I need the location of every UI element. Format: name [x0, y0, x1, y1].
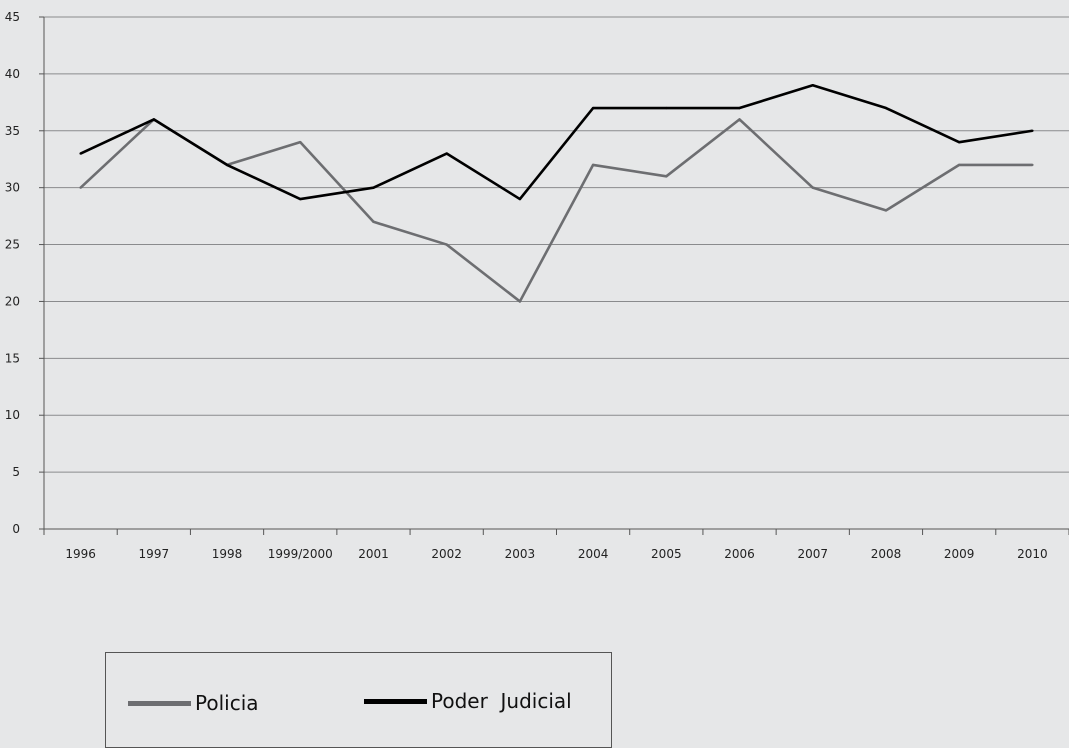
data-point-policia — [372, 220, 375, 223]
x-tick-label: 1999/2000 — [268, 547, 333, 561]
data-point-poder-judicial — [1031, 129, 1034, 132]
data-point-policia — [665, 175, 668, 178]
y-tick-label: 40 — [5, 67, 20, 81]
data-point-poder-judicial — [299, 197, 302, 201]
data-point-policia — [518, 300, 522, 303]
x-tick-label: 1998 — [212, 547, 243, 561]
x-tick-label: 2008 — [871, 547, 902, 561]
data-point-policia — [738, 118, 741, 121]
x-tick-label: 2001 — [358, 547, 389, 561]
legend-item-poder-judicial: Poder Judicial — [364, 689, 572, 713]
series-line-policia — [79, 118, 1033, 303]
data-point-policia — [445, 243, 448, 246]
x-tick-label: 1996 — [65, 547, 96, 561]
legend: Policia Poder Judicial — [105, 652, 612, 748]
legend-label-poder-judicial: Poder Judicial — [431, 689, 572, 713]
y-tick-label: 0 — [12, 522, 20, 536]
data-point-poder-judicial — [225, 163, 229, 167]
x-tick-label: 1997 — [139, 547, 170, 561]
x-tick-label: 2010 — [1017, 547, 1048, 561]
legend-label-policia: Policia — [195, 691, 259, 715]
data-point-poder-judicial — [811, 84, 814, 87]
line-chart: 0 5 10 15 20 25 30 35 40 45 1996 1997 1998 1999/2000… — [5, 10, 1069, 561]
y-tick-label: 35 — [5, 124, 20, 138]
data-point-poder-judicial — [152, 118, 156, 121]
legend-swatch-policia — [128, 700, 191, 706]
data-point-poder-judicial — [79, 152, 82, 155]
x-tick-labels: 1996 1997 1998 1999/2000 2001 2002 2003 2004 200… — [65, 547, 1047, 561]
legend-item-policia: Policia — [128, 691, 259, 715]
data-point-poder-judicial — [884, 106, 888, 110]
gridlines — [44, 16, 1069, 473]
y-tick-label: 25 — [5, 238, 20, 252]
data-point-policia — [957, 163, 961, 167]
data-point-policia — [1031, 163, 1034, 167]
data-point-policia — [79, 186, 82, 189]
data-point-poder-judicial — [665, 106, 668, 110]
x-tick-label: 2007 — [797, 547, 828, 561]
x-tick-label: 2004 — [578, 547, 609, 561]
data-point-poder-judicial — [591, 106, 595, 110]
y-tick-label: 15 — [5, 351, 20, 365]
x-tick-label: 2003 — [505, 547, 536, 561]
legend-swatch-poder-judicial — [364, 698, 427, 704]
data-point-poder-judicial — [738, 106, 741, 110]
axes — [39, 16, 1069, 535]
data-point-poder-judicial — [957, 140, 961, 144]
y-tick-label: 30 — [5, 181, 20, 195]
data-point-policia — [884, 209, 888, 212]
data-point-poder-judicial — [518, 197, 522, 201]
data-point-poder-judicial — [445, 152, 448, 155]
y-tick-label: 45 — [5, 10, 20, 24]
x-tick-label: 2009 — [944, 547, 975, 561]
series-lines — [79, 83, 1034, 303]
x-tick-label: 2005 — [651, 547, 682, 561]
series-line-poder-judicial — [80, 83, 1033, 201]
x-tick-label: 2002 — [431, 547, 462, 561]
data-point-policia — [299, 140, 302, 144]
y-tick-label: 5 — [12, 465, 20, 479]
data-point-policia — [591, 163, 595, 167]
y-tick-labels: 0 5 10 15 20 25 30 35 40 45 — [5, 10, 20, 536]
data-point-policia — [811, 186, 814, 189]
y-tick-label: 20 — [5, 294, 20, 308]
data-point-poder-judicial — [372, 186, 375, 189]
y-tick-label: 10 — [5, 408, 20, 422]
x-tick-label: 2006 — [724, 547, 755, 561]
